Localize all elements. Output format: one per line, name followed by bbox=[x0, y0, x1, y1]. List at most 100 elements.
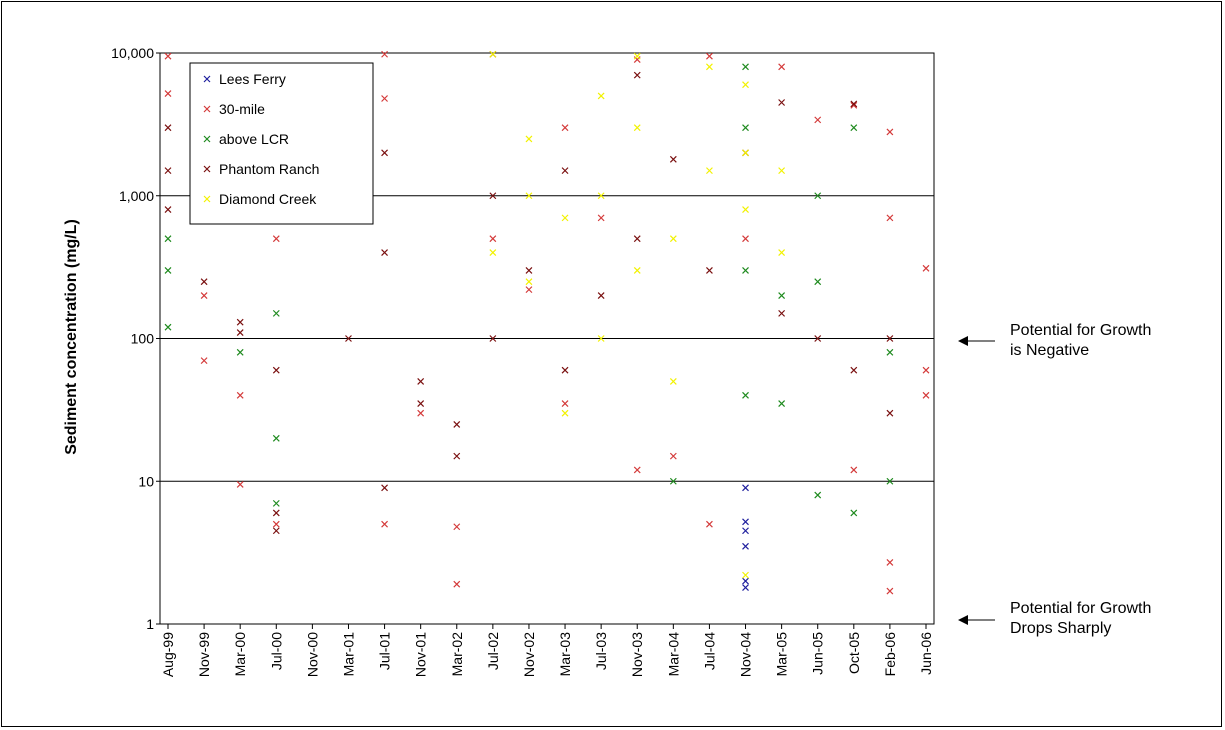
data-point-30-mile bbox=[525, 286, 533, 294]
data-point-phantom-ranch bbox=[164, 206, 172, 214]
data-point-30-mile bbox=[814, 116, 822, 124]
data-point-phantom-ranch bbox=[381, 249, 388, 256]
data-point-above-lcr bbox=[778, 400, 786, 408]
legend-label-diamond-creek: Diamond Creek bbox=[219, 191, 317, 207]
x-tick-label: Nov-04 bbox=[738, 632, 754, 677]
data-point-phantom-ranch bbox=[272, 366, 280, 374]
data-point-diamond-creek bbox=[669, 378, 677, 385]
x-tick-labels: Aug-99 Nov-99 Mar-00 Jul-00 Nov-00 Mar-01 Jul-… bbox=[160, 624, 934, 677]
data-point-phantom-ranch bbox=[525, 266, 533, 274]
data-point-phantom-ranch bbox=[561, 167, 569, 175]
data-point-30-mile bbox=[922, 366, 930, 374]
y-tick-label: 10 bbox=[138, 473, 154, 489]
y-tick-label: 100 bbox=[131, 331, 155, 347]
data-point-30-mile bbox=[381, 95, 388, 102]
data-point-phantom-ranch bbox=[164, 124, 172, 132]
data-point-above-lcr bbox=[272, 309, 280, 317]
annotation-negative: Potential for Growth is Negative bbox=[958, 322, 1151, 359]
data-point-diamond-creek bbox=[597, 92, 605, 100]
data-point-lees-ferry bbox=[742, 518, 749, 526]
data-point-above-lcr bbox=[814, 192, 822, 200]
data-point-lees-ferry bbox=[742, 484, 749, 492]
data-point-phantom-ranch bbox=[200, 278, 208, 286]
legend-marker-diamond-creek bbox=[203, 195, 211, 203]
x-tick-label: Nov-99 bbox=[196, 632, 212, 677]
data-point-30-mile bbox=[778, 63, 786, 71]
x-tick-label: Nov-03 bbox=[629, 632, 645, 677]
data-point-diamond-creek bbox=[706, 63, 713, 71]
data-point-30-mile bbox=[236, 481, 244, 488]
data-point-30-mile bbox=[164, 52, 172, 60]
data-point-lees-ferry bbox=[742, 527, 749, 535]
data-point-above-lcr bbox=[742, 63, 749, 71]
data-point-diamond-creek bbox=[778, 167, 786, 175]
data-point-30-mile bbox=[886, 558, 894, 566]
data-point-above-lcr bbox=[850, 124, 858, 132]
data-point-30-mile bbox=[633, 466, 641, 474]
annotation-drops-line1: Potential for Growth bbox=[1010, 600, 1151, 617]
data-point-diamond-creek bbox=[597, 335, 605, 342]
data-point-diamond-creek bbox=[525, 135, 533, 143]
x-tick-label: Mar-01 bbox=[340, 632, 356, 677]
data-point-30-mile bbox=[381, 520, 388, 528]
data-point-phantom-ranch bbox=[669, 155, 677, 163]
data-point-diamond-creek bbox=[669, 235, 677, 243]
data-point-diamond-creek bbox=[489, 50, 497, 58]
legend-marker-phantom-ranch bbox=[203, 165, 211, 173]
x-tick-label: Aug-99 bbox=[160, 632, 176, 677]
data-point-above-lcr bbox=[742, 391, 749, 399]
y-tick-label: 1,000 bbox=[119, 188, 154, 204]
x-tick-label: Nov-00 bbox=[304, 632, 320, 677]
data-point-30-mile bbox=[706, 520, 713, 528]
data-point-phantom-ranch bbox=[778, 99, 786, 106]
annotation-drops: Potential for Growth Drops Sharply bbox=[958, 600, 1151, 637]
data-point-phantom-ranch bbox=[850, 100, 858, 108]
data-point-phantom-ranch bbox=[561, 366, 569, 374]
data-point-phantom-ranch bbox=[236, 329, 244, 337]
data-point-phantom-ranch bbox=[597, 292, 605, 299]
x-tick-label: Jul-02 bbox=[485, 632, 501, 670]
y-tick-label: 1 bbox=[146, 616, 154, 632]
data-point-30-mile bbox=[597, 214, 605, 222]
x-tick-label: Jul-04 bbox=[701, 632, 717, 670]
data-point-30-mile bbox=[489, 235, 497, 243]
data-point-phantom-ranch bbox=[272, 509, 280, 517]
data-point-30-mile bbox=[922, 391, 930, 399]
y-tick-labels: 1 10 100 1,000 10,000 bbox=[111, 45, 160, 632]
legend-box bbox=[189, 62, 374, 225]
data-point-above-lcr bbox=[272, 434, 280, 442]
legend: Lees Ferry 30-mile above LCR Phantom Ranch D… bbox=[189, 62, 374, 225]
data-point-phantom-ranch bbox=[778, 309, 786, 317]
data-point-above-lcr bbox=[814, 491, 822, 499]
legend-marker-above-lcr bbox=[203, 135, 211, 143]
data-point-diamond-creek bbox=[561, 214, 569, 222]
data-point-above-lcr bbox=[669, 477, 677, 485]
data-point-30-mile bbox=[561, 124, 569, 132]
data-point-diamond-creek bbox=[525, 192, 533, 200]
data-point-diamond-creek bbox=[742, 571, 749, 579]
data-point-diamond-creek bbox=[742, 149, 749, 157]
x-tick-label: Jul-03 bbox=[593, 632, 609, 670]
data-point-30-mile bbox=[886, 587, 894, 595]
annotation-negative-line2: is Negative bbox=[1010, 342, 1089, 359]
data-point-30-mile bbox=[886, 128, 894, 136]
x-tick-label: Mar-05 bbox=[774, 632, 790, 677]
data-point-30-mile bbox=[417, 409, 425, 417]
data-point-diamond-creek bbox=[742, 206, 749, 214]
x-tick-label: Mar-04 bbox=[665, 632, 681, 677]
legend-label-above-lcr: above LCR bbox=[219, 131, 289, 147]
data-point-30-mile bbox=[200, 357, 208, 365]
data-point-phantom-ranch bbox=[236, 318, 244, 326]
data-point-phantom-ranch bbox=[453, 421, 461, 428]
data-point-30-mile bbox=[886, 214, 894, 222]
data-point-30-mile bbox=[164, 90, 172, 97]
data-point-diamond-creek bbox=[742, 81, 749, 89]
data-point-30-mile bbox=[453, 580, 461, 588]
data-point-phantom-ranch bbox=[633, 71, 641, 79]
data-point-diamond-creek bbox=[489, 249, 497, 256]
data-point-30-mile bbox=[706, 52, 713, 60]
data-point-phantom-ranch bbox=[814, 335, 822, 342]
arrowhead-icon bbox=[958, 336, 968, 346]
data-point-phantom-ranch bbox=[164, 167, 172, 175]
